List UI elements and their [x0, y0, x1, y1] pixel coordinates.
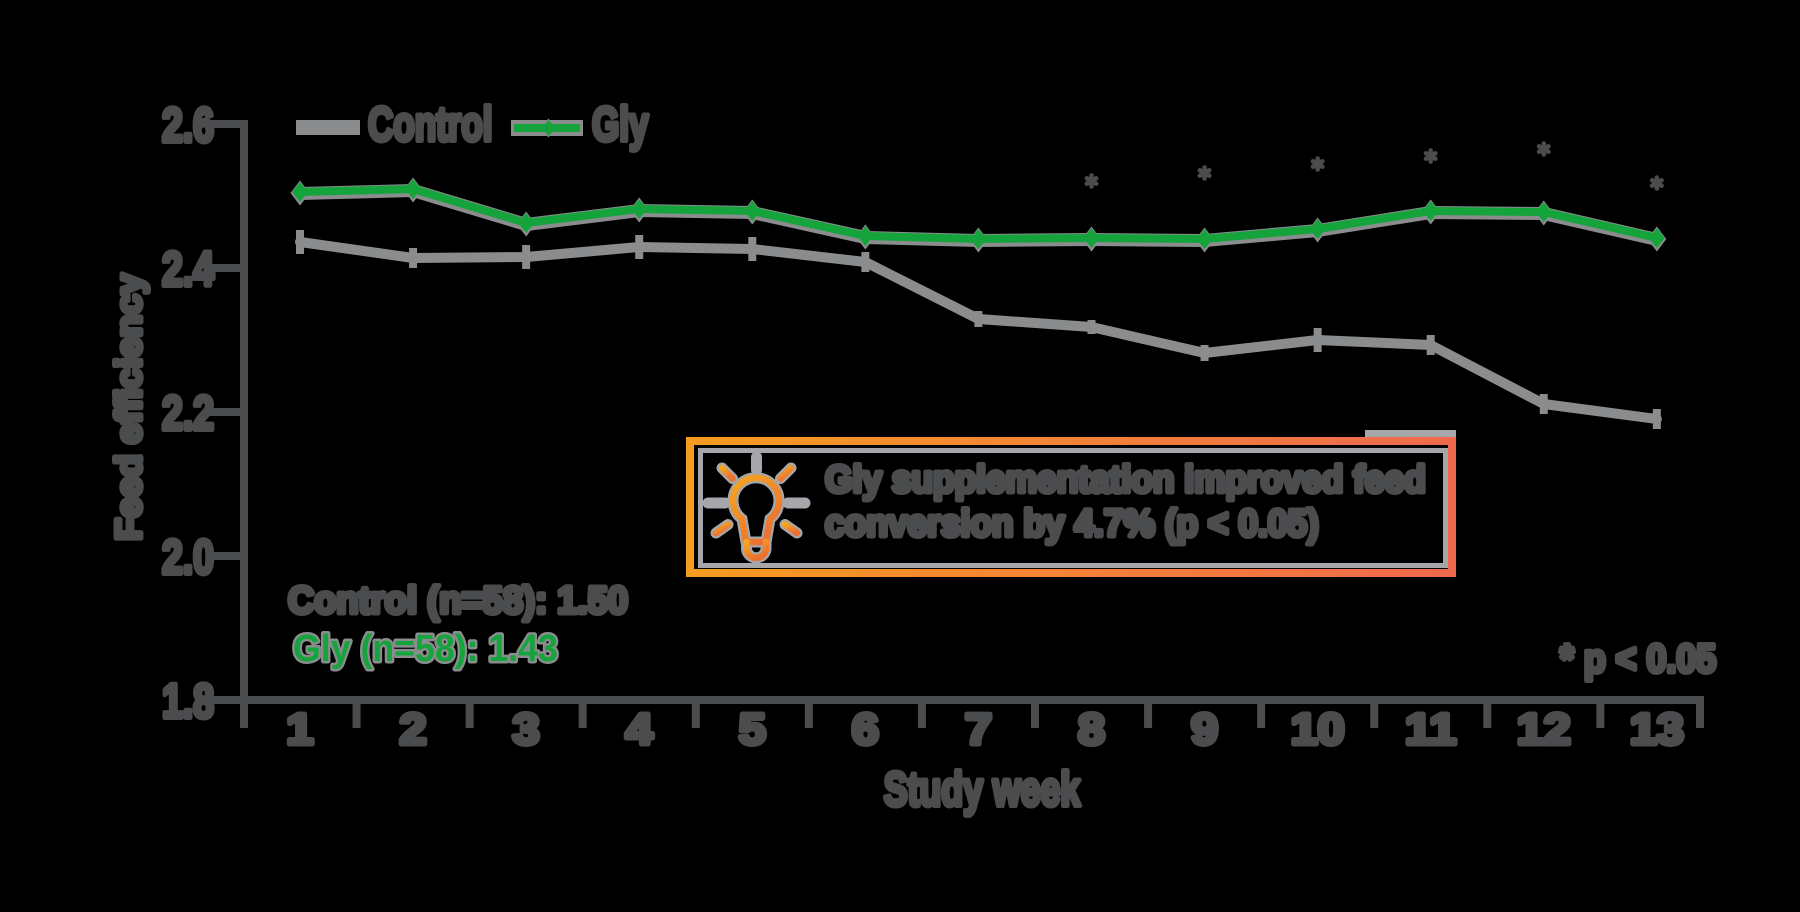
svg-text:Gly supplementation improved f: Gly supplementation improved feed	[825, 458, 1426, 500]
svg-text:2: 2	[400, 704, 427, 753]
svg-text:1.8: 1.8	[162, 675, 214, 729]
svg-text:1: 1	[287, 704, 314, 753]
svg-text:7: 7	[965, 704, 992, 753]
svg-text:2.6: 2.6	[162, 99, 214, 153]
svg-text:12: 12	[1517, 704, 1571, 753]
svg-text:10: 10	[1291, 704, 1345, 753]
svg-text:3: 3	[513, 704, 540, 753]
svg-text:Study week: Study week	[884, 762, 1081, 815]
svg-text:6: 6	[852, 704, 879, 753]
svg-text:conversion by 4.7% (p < 0.05): conversion by 4.7% (p < 0.05)	[825, 502, 1319, 544]
svg-text:Gly (n=58): 1.43: Gly (n=58): 1.43	[293, 627, 558, 669]
svg-text:5: 5	[739, 704, 766, 753]
svg-text:2.0: 2.0	[162, 531, 214, 585]
svg-text:4: 4	[626, 704, 653, 753]
svg-text:Control: Control	[368, 97, 493, 151]
svg-text:Control (n=58): 1.50: Control (n=58): 1.50	[288, 578, 628, 621]
svg-text:Feed efficiency: Feed efficiency	[108, 273, 148, 541]
svg-text:13: 13	[1630, 704, 1684, 753]
svg-text:* p < 0.05: * p < 0.05	[1560, 637, 1716, 681]
svg-text:2.2: 2.2	[162, 387, 214, 441]
svg-text:11: 11	[1405, 704, 1456, 753]
svg-text:8: 8	[1078, 704, 1105, 753]
svg-text:9: 9	[1191, 704, 1218, 753]
svg-text:Gly: Gly	[592, 97, 649, 151]
svg-text:2.4: 2.4	[162, 243, 214, 297]
